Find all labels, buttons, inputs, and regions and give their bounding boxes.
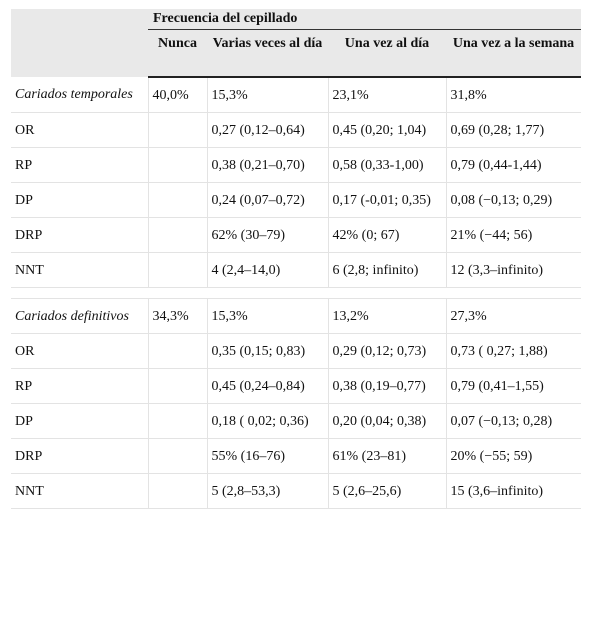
- row-label: OR: [11, 112, 149, 148]
- cell-varias-veces: 0,45 (0,24–0,84): [207, 368, 329, 404]
- cell-nunca: 40,0%: [148, 77, 208, 113]
- cell-una-vez-semana: 0,08 (−0,13; 0,29): [446, 182, 582, 218]
- column-header-una-vez-semana: Una vez a la semana: [446, 29, 582, 78]
- cell-varias-veces: 0,38 (0,21–0,70): [207, 147, 329, 183]
- cell-una-vez-semana: 0,07 (−0,13; 0,28): [446, 403, 582, 439]
- row-label: DP: [11, 403, 149, 439]
- table-header: Frecuencia del cepillado Nunca Varias ve…: [11, 9, 582, 78]
- row-label: DRP: [11, 217, 149, 253]
- cell-nunca: [148, 217, 208, 253]
- cell-una-vez-dia: 0,58 (0,33-1,00): [328, 147, 447, 183]
- column-header-nunca: Nunca: [148, 29, 207, 78]
- column-header-varias-veces: Varias veces al día: [207, 29, 328, 78]
- row-label: DP: [11, 182, 149, 218]
- cell-una-vez-semana: 12 (3,3–infinito): [446, 252, 582, 288]
- cell-varias-veces: 0,18 ( 0,02; 0,36): [207, 403, 329, 439]
- cell-una-vez-semana: 0,79 (0,44-1,44): [446, 147, 582, 183]
- table-row: DP 0,18 ( 0,02; 0,36) 0,20 (0,04; 0,38) …: [11, 403, 582, 439]
- cell-varias-veces: 0,27 (0,12–0,64): [207, 112, 329, 148]
- cell-nunca: [148, 182, 208, 218]
- row-label: DRP: [11, 438, 149, 474]
- cell-una-vez-dia: 5 (2,6–25,6): [328, 473, 447, 509]
- row-label: RP: [11, 368, 149, 404]
- cell-una-vez-dia: 61% (23–81): [328, 438, 447, 474]
- cell-una-vez-dia: 42% (0; 67): [328, 217, 447, 253]
- table-body: Cariados temporales 40,0% 15,3% 23,1% 31…: [11, 77, 582, 509]
- spacer-cell: [11, 287, 582, 299]
- cell-una-vez-dia: 13,2%: [328, 298, 447, 334]
- cell-una-vez-semana: 0,73 ( 0,27; 1,88): [446, 333, 582, 369]
- cell-nunca: [148, 147, 208, 183]
- cell-nunca: [148, 473, 208, 509]
- cell-nunca: [148, 368, 208, 404]
- table-row: OR 0,27 (0,12–0,64) 0,45 (0,20; 1,04) 0,…: [11, 112, 582, 148]
- header-corner-cell: [11, 9, 148, 77]
- table-row: RP 0,45 (0,24–0,84) 0,38 (0,19–0,77) 0,7…: [11, 368, 582, 404]
- cell-nunca: [148, 438, 208, 474]
- cell-una-vez-dia: 0,17 (-0,01; 0,35): [328, 182, 447, 218]
- cell-varias-veces: 5 (2,8–53,3): [207, 473, 329, 509]
- cell-nunca: [148, 252, 208, 288]
- cell-varias-veces: 0,35 (0,15; 0,83): [207, 333, 329, 369]
- table-row: NNT 5 (2,8–53,3) 5 (2,6–25,6) 15 (3,6–in…: [11, 473, 582, 509]
- cell-varias-veces: 15,3%: [207, 77, 329, 113]
- cell-una-vez-semana: 15 (3,6–infinito): [446, 473, 582, 509]
- row-label: OR: [11, 333, 149, 369]
- cell-varias-veces: 62% (30–79): [207, 217, 329, 253]
- column-header-una-vez-dia: Una vez al día: [328, 29, 446, 78]
- group-title: Frecuencia del cepillado: [148, 9, 582, 30]
- cell-nunca: [148, 112, 208, 148]
- cell-una-vez-dia: 0,45 (0,20; 1,04): [328, 112, 447, 148]
- cell-varias-veces: 0,24 (0,07–0,72): [207, 182, 329, 218]
- row-label: RP: [11, 147, 149, 183]
- row-label: NNT: [11, 252, 149, 288]
- cell-una-vez-dia: 0,38 (0,19–0,77): [328, 368, 447, 404]
- cell-varias-veces: 4 (2,4–14,0): [207, 252, 329, 288]
- cell-una-vez-semana: 0,79 (0,41–1,55): [446, 368, 582, 404]
- row-label: NNT: [11, 473, 149, 509]
- section-spacer: [11, 287, 582, 299]
- table-row: Cariados temporales 40,0% 15,3% 23,1% 31…: [11, 77, 582, 113]
- cell-varias-veces: 55% (16–76): [207, 438, 329, 474]
- cell-varias-veces: 15,3%: [207, 298, 329, 334]
- cell-una-vez-dia: 6 (2,8; infinito): [328, 252, 447, 288]
- cell-una-vez-dia: 0,29 (0,12; 0,73): [328, 333, 447, 369]
- cell-una-vez-dia: 0,20 (0,04; 0,38): [328, 403, 447, 439]
- cell-nunca: 34,3%: [148, 298, 208, 334]
- cell-una-vez-dia: 23,1%: [328, 77, 447, 113]
- table-row: OR 0,35 (0,15; 0,83) 0,29 (0,12; 0,73) 0…: [11, 333, 582, 369]
- table-row: RP 0,38 (0,21–0,70) 0,58 (0,33-1,00) 0,7…: [11, 147, 582, 183]
- row-label: Cariados temporales: [11, 77, 149, 113]
- table-row: Cariados definitivos 34,3% 15,3% 13,2% 2…: [11, 298, 582, 334]
- cell-una-vez-semana: 31,8%: [446, 77, 582, 113]
- cell-nunca: [148, 403, 208, 439]
- cell-una-vez-semana: 27,3%: [446, 298, 582, 334]
- cell-una-vez-semana: 21% (−44; 56): [446, 217, 582, 253]
- table-row: DP 0,24 (0,07–0,72) 0,17 (-0,01; 0,35) 0…: [11, 182, 582, 218]
- row-label: Cariados definitivos: [11, 298, 149, 334]
- table-row: DRP 55% (16–76) 61% (23–81) 20% (−55; 59…: [11, 438, 582, 474]
- brushing-frequency-table: Frecuencia del cepillado Nunca Varias ve…: [11, 9, 582, 509]
- cell-nunca: [148, 333, 208, 369]
- table-row: DRP 62% (30–79) 42% (0; 67) 21% (−44; 56…: [11, 217, 582, 253]
- cell-una-vez-semana: 20% (−55; 59): [446, 438, 582, 474]
- table-row: NNT 4 (2,4–14,0) 6 (2,8; infinito) 12 (3…: [11, 252, 582, 288]
- cell-una-vez-semana: 0,69 (0,28; 1,77): [446, 112, 582, 148]
